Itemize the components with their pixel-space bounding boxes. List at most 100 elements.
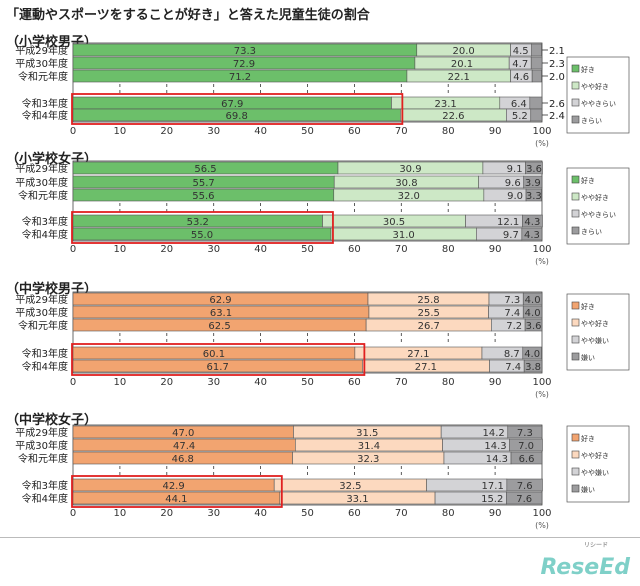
x-unit-label: (%)	[535, 521, 549, 530]
bar-segment	[509, 438, 543, 452]
legend-swatch	[571, 301, 580, 310]
bar-segment	[524, 318, 543, 332]
data-label: 61.7	[207, 362, 229, 373]
legend-swatch	[571, 433, 580, 442]
x-tick-label: 50	[301, 508, 314, 519]
data-label: 4.3	[524, 217, 540, 228]
data-label: 27.1	[415, 362, 437, 373]
data-label: 3.8	[525, 362, 541, 373]
x-tick-label: 80	[442, 126, 455, 137]
data-label: 22.1	[448, 72, 470, 83]
x-tick-label: 80	[442, 377, 455, 388]
x-tick-label: 0	[70, 244, 76, 255]
category-label: 令和4年度	[22, 492, 68, 505]
data-label: 7.6	[516, 494, 532, 505]
bar-segment	[506, 491, 543, 505]
data-label: 30.8	[395, 178, 417, 189]
data-label: 5.2	[512, 111, 528, 122]
data-label: 9.6	[505, 178, 521, 189]
bar-segment	[522, 305, 543, 319]
legend-label: やや嫌い	[581, 336, 609, 345]
x-tick-label: 100	[532, 508, 551, 519]
highlight-box	[71, 211, 334, 244]
x-tick-label: 90	[489, 377, 502, 388]
x-tick-label: 20	[160, 508, 173, 519]
page-title: 「運動やスポーツをすることが好き」と答えた児童生徒の割合	[6, 8, 370, 23]
x-tick-label: 20	[160, 377, 173, 388]
data-label: 14.3	[484, 441, 506, 452]
data-label: 3.6	[526, 164, 542, 175]
x-unit-label: (%)	[535, 139, 549, 148]
category-label: 平成30年度	[15, 306, 68, 319]
data-label: 69.8	[226, 111, 248, 122]
category-label: 令和元年度	[18, 452, 68, 465]
data-label: 32.3	[357, 454, 379, 465]
x-tick-label: 40	[254, 508, 267, 519]
category-label: 令和3年度	[22, 479, 68, 492]
legend-swatch	[571, 226, 580, 235]
data-label: 7.2	[506, 321, 522, 332]
data-label: 4.0	[525, 308, 541, 319]
data-label: 60.1	[203, 349, 225, 360]
data-label: 62.9	[209, 295, 231, 306]
legend-label: 好き	[581, 434, 595, 443]
legend-swatch	[571, 64, 580, 73]
x-tick-label: 90	[489, 244, 502, 255]
data-label: 55.7	[192, 178, 214, 189]
highlight-box	[71, 343, 366, 376]
data-label: 30.5	[383, 217, 405, 228]
data-label: 2.1	[549, 46, 565, 57]
bar-segment	[523, 175, 543, 189]
x-tick-label: 60	[348, 377, 361, 388]
legend-swatch	[571, 352, 580, 361]
x-unit-label: (%)	[535, 390, 549, 399]
data-label: 14.2	[482, 428, 504, 439]
data-label: 3.9	[525, 178, 541, 189]
data-label: 9.0	[507, 191, 523, 202]
data-label: 17.1	[482, 481, 504, 492]
bar-segment	[525, 188, 542, 202]
x-tick-label: 100	[532, 126, 551, 137]
data-label: 47.4	[173, 441, 195, 452]
legend-label: 好き	[581, 302, 595, 311]
legend-label: ややきらい	[581, 211, 616, 219]
data-label: 7.3	[504, 295, 520, 306]
logo-sub: リシード	[583, 542, 608, 549]
x-tick-label: 60	[348, 508, 361, 519]
x-tick-label: 10	[114, 126, 127, 137]
legend-label: 嫌い	[581, 353, 595, 362]
legend-swatch	[571, 81, 580, 90]
data-label: 26.7	[418, 321, 440, 332]
x-tick-label: 30	[207, 126, 220, 137]
legend-swatch	[571, 484, 580, 493]
data-label: 67.9	[221, 99, 243, 110]
data-label: 4.3	[524, 230, 540, 241]
x-tick-label: 100	[532, 244, 551, 255]
highlight-box	[71, 93, 404, 125]
legend-swatch	[571, 467, 580, 476]
data-label: 12.1	[497, 217, 519, 228]
data-label: 32.0	[398, 191, 420, 202]
data-label: 2.0	[549, 72, 565, 83]
divider	[0, 537, 640, 538]
data-label: 42.9	[162, 481, 184, 492]
category-label: 平成29年度	[15, 44, 68, 57]
category-label: 平成29年度	[15, 162, 68, 175]
x-tick-label: 40	[254, 126, 267, 137]
data-label: 2.4	[549, 111, 565, 122]
legend-swatch	[571, 318, 580, 327]
x-tick-label: 90	[489, 126, 502, 137]
bar-segment	[529, 96, 543, 110]
data-label: 4.0	[524, 349, 540, 360]
legend-label: 好き	[581, 65, 595, 74]
category-label: 平成30年度	[15, 439, 68, 452]
data-label: 62.5	[208, 321, 230, 332]
category-label: 平成30年度	[15, 176, 68, 189]
plot-frame	[72, 291, 543, 374]
x-tick-label: 70	[395, 508, 408, 519]
plot-frame	[72, 424, 543, 506]
bar-segment	[530, 108, 543, 122]
data-label: 6.4	[511, 99, 527, 110]
legend-swatch	[571, 98, 580, 107]
